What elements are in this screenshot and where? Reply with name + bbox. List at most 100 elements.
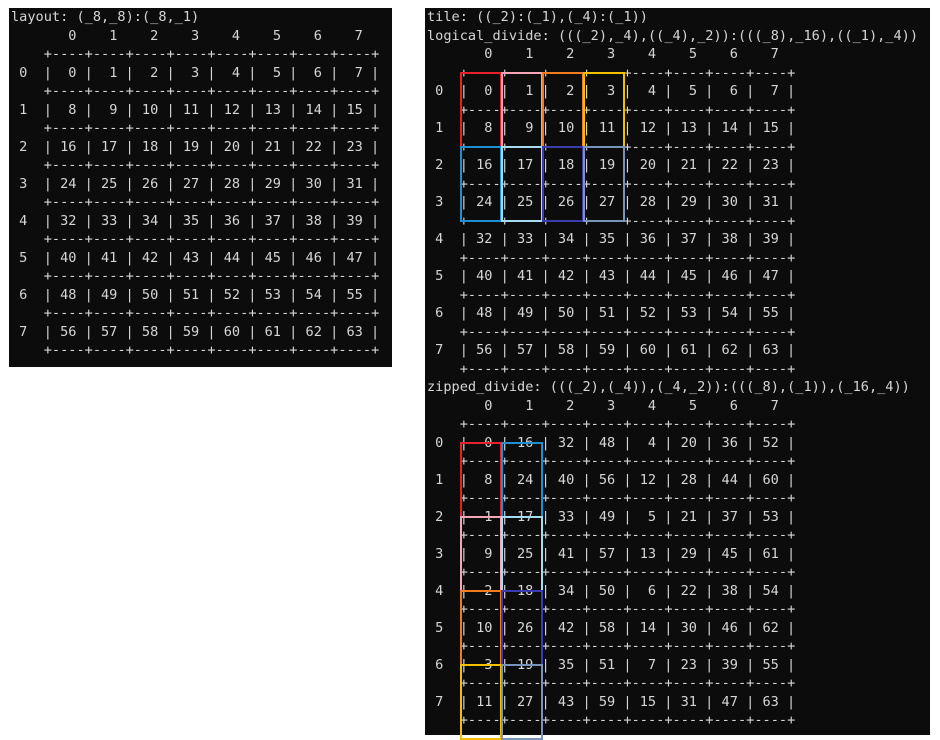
table-border: +----+----+----+----+----+----+----+----… xyxy=(427,323,796,340)
table-cell: 9 xyxy=(525,120,534,136)
table-cell: 61 xyxy=(264,323,281,340)
table-cell: 38 xyxy=(721,231,738,247)
table-cell: 17 xyxy=(101,138,118,155)
logical-divide-highlight-box xyxy=(582,145,625,222)
column-header: 5 xyxy=(688,46,698,62)
table-cell: 5 xyxy=(272,64,281,81)
row-label: 1 xyxy=(435,471,444,488)
table-cell: 32 xyxy=(557,434,575,451)
table-cell: 20 xyxy=(680,434,697,451)
table-cell: 59 xyxy=(598,693,616,710)
row-label: 0 xyxy=(19,64,28,81)
table-cell: 3 xyxy=(191,64,200,81)
table-cell: 56 xyxy=(598,471,616,488)
logical-divide-highlight-box xyxy=(500,71,543,148)
table-cell: 49 xyxy=(101,286,118,303)
column-header: 2 xyxy=(150,27,159,44)
table-cell: 10 xyxy=(141,101,159,118)
table-cell: 53 xyxy=(680,305,697,321)
logical-divide-title: logical_divide: (((_2),_4),((_4),_2)):((… xyxy=(427,27,919,44)
table-cell: 11 xyxy=(182,101,200,118)
table-cell: 49 xyxy=(517,305,534,321)
row-label: 3 xyxy=(19,175,28,192)
logical-divide-table-column-headers: 0 1 2 3 4 5 6 7 xyxy=(427,45,918,64)
table-cell: 62 xyxy=(305,323,322,340)
zipped-divide-table-column-headers: 0 1 2 3 4 5 6 7 xyxy=(427,397,918,416)
table-cell: 38 xyxy=(305,212,322,229)
table-cell: 36 xyxy=(223,212,241,229)
table-cell: 0 xyxy=(68,64,77,81)
table-border: +----+----+----+----+----+----+----+----… xyxy=(427,675,796,691)
table-row: 1 | 8 | 9 | 10 | 11 | 12 | 13 | 14 | 15 | xyxy=(11,101,379,120)
table-row: 3 | 24 | 25 | 26 | 27 | 28 | 29 | 30 | 31 | xyxy=(11,175,379,194)
table-cell: 37 xyxy=(264,212,281,229)
table-row: 5 | 40 | 41 | 42 | 43 | 44 | 45 | 46 | 47 | xyxy=(11,249,379,268)
table-cell: 34 xyxy=(557,231,575,247)
table-cell: 55 xyxy=(346,286,363,303)
table-border: +----+----+----+----+----+----+----+----… xyxy=(11,194,380,210)
table-cell: 56 xyxy=(60,323,77,340)
zipped-divide-highlight-box xyxy=(459,589,502,666)
table-cell: 13 xyxy=(680,120,697,136)
table-row: 1 | 8 | 24 | 40 | 56 | 12 | 28 | 44 | 60 | xyxy=(427,471,918,490)
row-label: 6 xyxy=(435,305,444,321)
row-label: 6 xyxy=(19,286,28,303)
column-header: 7 xyxy=(770,397,779,414)
table-cell: 37 xyxy=(680,231,697,247)
table-cell: 21 xyxy=(680,157,697,173)
table-cell: 35 xyxy=(598,231,616,247)
table-cell: 42 xyxy=(557,619,575,636)
table-cell: 47 xyxy=(721,693,738,710)
table-border: +----+----+----+----+----+----+----+----… xyxy=(11,120,380,136)
table-cell: 16 xyxy=(476,157,493,173)
column-header: 6 xyxy=(313,27,322,44)
row-label: 1 xyxy=(19,101,28,118)
table-border: +----+----+----+----+----+----+----+----… xyxy=(11,342,380,358)
table-cell: 12 xyxy=(223,101,241,118)
table-cell: 63 xyxy=(762,693,779,710)
table-border: +----+----+----+----+----+----+----+----… xyxy=(427,638,796,654)
table-cell: 57 xyxy=(101,323,118,340)
table-cell: 25 xyxy=(517,194,534,210)
table-cell: 26 xyxy=(517,619,534,636)
table-cell: 48 xyxy=(598,434,616,451)
layout-title: layout: (_8,_8):(_8,_1) xyxy=(11,9,200,25)
zipped-divide-highlight-box xyxy=(459,441,502,518)
row-label: 2 xyxy=(435,157,444,173)
table-cell: 2 xyxy=(566,83,575,99)
table-cell: 50 xyxy=(598,582,616,599)
table-row: 1 | 8 | 9 | 10 | 11 | 12 | 13 | 14 | 15 | xyxy=(427,119,918,138)
table-row: 7 | 56 | 57 | 58 | 59 | 60 | 61 | 62 | 63 | xyxy=(427,341,918,360)
zipped-divide-highlight-box xyxy=(500,441,543,518)
table-cell: 1 xyxy=(109,64,118,81)
table-cell: 41 xyxy=(517,268,534,284)
table-cell: 20 xyxy=(223,138,241,155)
table-cell: 4 xyxy=(647,83,657,99)
row-label: 7 xyxy=(435,693,444,710)
table-cell: 15 xyxy=(346,101,363,118)
table-cell: 46 xyxy=(721,619,738,636)
table-cell: 4 xyxy=(647,434,657,451)
table-cell: 8 xyxy=(484,471,493,488)
table-cell: 13 xyxy=(639,545,657,562)
table-cell: 61 xyxy=(762,545,779,562)
table-cell: 30 xyxy=(305,175,322,192)
column-header: 1 xyxy=(109,27,118,44)
table-border: +----+----+----+----+----+----+----+----… xyxy=(11,231,380,247)
table-row: 0 | 0 | 16 | 32 | 48 | 4 | 20 | 36 | 52 | xyxy=(427,434,918,453)
table-cell: 12 xyxy=(639,120,657,136)
table-border: +----+----+----+----+----+----+----+----… xyxy=(427,360,796,377)
table-cell: 4 xyxy=(231,64,241,81)
table-cell: 55 xyxy=(762,656,779,673)
table-cell: 51 xyxy=(182,286,200,303)
table-cell: 44 xyxy=(223,249,241,266)
table-cell: 7 xyxy=(770,83,779,99)
table-cell: 27 xyxy=(598,194,616,210)
table-cell: 62 xyxy=(721,342,738,358)
table-cell: 27 xyxy=(182,175,200,192)
table-cell: 23 xyxy=(346,138,363,155)
table-cell: 53 xyxy=(762,508,779,525)
row-label: 2 xyxy=(435,508,444,525)
table-cell: 45 xyxy=(721,545,738,562)
